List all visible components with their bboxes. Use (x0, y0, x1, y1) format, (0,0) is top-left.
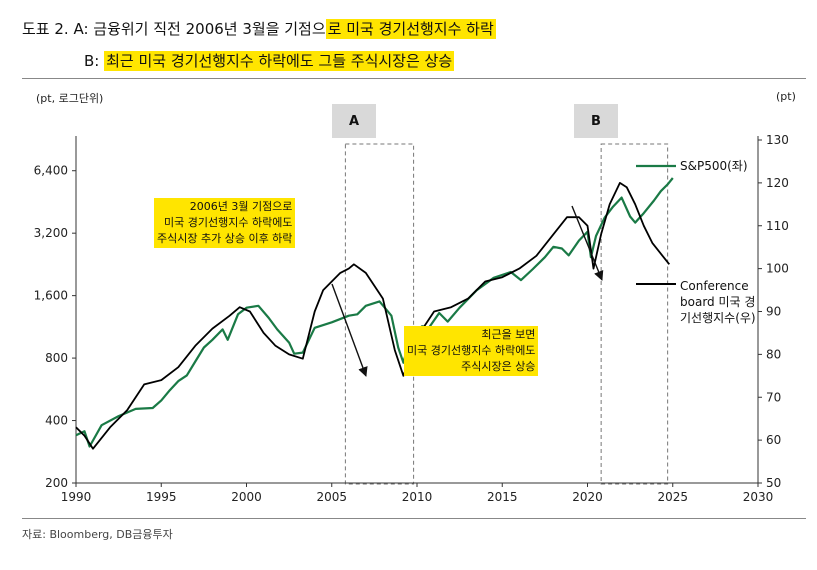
left-tick-label: 200 (45, 476, 68, 490)
left-axis-label: (pt, 로그단위) (36, 92, 104, 105)
annotation-b-line: 미국 경기선행지수 하락에도 (407, 344, 536, 357)
x-tick-label: 2000 (231, 490, 262, 504)
annotation-a-line: 주식시장 추가 상승 이후 하락 (157, 232, 293, 245)
period-tag-a: A (332, 104, 376, 138)
legend-sp500-label: S&P500(좌) (680, 159, 748, 173)
period-box (344, 143, 415, 485)
right-tick-label: 100 (766, 262, 789, 276)
right-axis-label: (pt) (776, 90, 796, 103)
annotation-b-line: 최근을 보면 (481, 328, 536, 341)
top-divider (22, 78, 806, 79)
right-tick-label: 120 (766, 176, 789, 190)
right-tick-label: 70 (766, 390, 781, 404)
sp500-series-line (75, 177, 674, 448)
left-tick-label: 800 (45, 351, 68, 365)
arrow-a (331, 283, 368, 377)
x-tick-label: 2030 (743, 490, 774, 504)
x-tick-label: 2010 (402, 490, 433, 504)
title-line-1-highlight: 로 미국 경기선행지수 하락 (325, 19, 496, 39)
right-tick-label: 60 (766, 433, 781, 447)
bottom-divider (22, 518, 806, 519)
title-line-1: 도표 2. A: 금융위기 직전 2006년 3월을 기점으 로 미국 경기선행지… (22, 18, 496, 39)
title-line-2: B: 최근 미국 경기선행지수 하락에도 그들 주식시장은 상승 (84, 50, 455, 71)
annotation-a: 2006년 3월 기점으로 미국 경기선행지수 하락에도 주식시장 추가 상승 … (154, 198, 296, 248)
title-line-2-highlight: 최근 미국 경기선행지수 하락에도 그들 주식시장은 상승 (104, 51, 455, 71)
left-tick-label: 6,400 (34, 164, 68, 178)
source-note: 자료: Bloomberg, DB금융투자 (22, 528, 173, 541)
annotation-a-line: 미국 경기선행지수 하락에도 (164, 216, 293, 229)
right-tick-label: 110 (766, 219, 789, 233)
right-tick-label: 90 (766, 305, 781, 319)
period-tag-b: B (574, 104, 618, 138)
title-line-2-prefix: B: (84, 52, 105, 70)
title-line-1-prefix: 도표 2. A: 금융위기 직전 2006년 3월을 기점으 (22, 20, 326, 38)
x-tick-label: 2005 (316, 490, 347, 504)
x-tick-label: 1995 (146, 490, 177, 504)
x-tick-label: 2020 (572, 490, 603, 504)
right-tick-label: 130 (766, 133, 789, 147)
right-tick-label: 50 (766, 476, 781, 490)
left-tick-label: 1,600 (34, 289, 68, 303)
annotation-a-line: 2006년 3월 기점으로 (189, 200, 293, 213)
annotation-b-line: 주식시장은 상승 (461, 360, 536, 373)
x-tick-label: 2025 (657, 490, 688, 504)
left-tick-label: 3,200 (34, 226, 68, 240)
x-tick-label: 1990 (61, 490, 92, 504)
x-tick-label: 2015 (487, 490, 518, 504)
right-tick-label: 80 (766, 347, 781, 361)
arrow-b (571, 205, 604, 281)
left-tick-label: 400 (45, 414, 68, 428)
legend-lei-label: Conference board 미국 경기선행지수(우) (680, 279, 756, 325)
annotation-b: 최근을 보면 미국 경기선행지수 하락에도 주식시장은 상승 (404, 326, 539, 376)
lei-series-line (75, 181, 671, 450)
